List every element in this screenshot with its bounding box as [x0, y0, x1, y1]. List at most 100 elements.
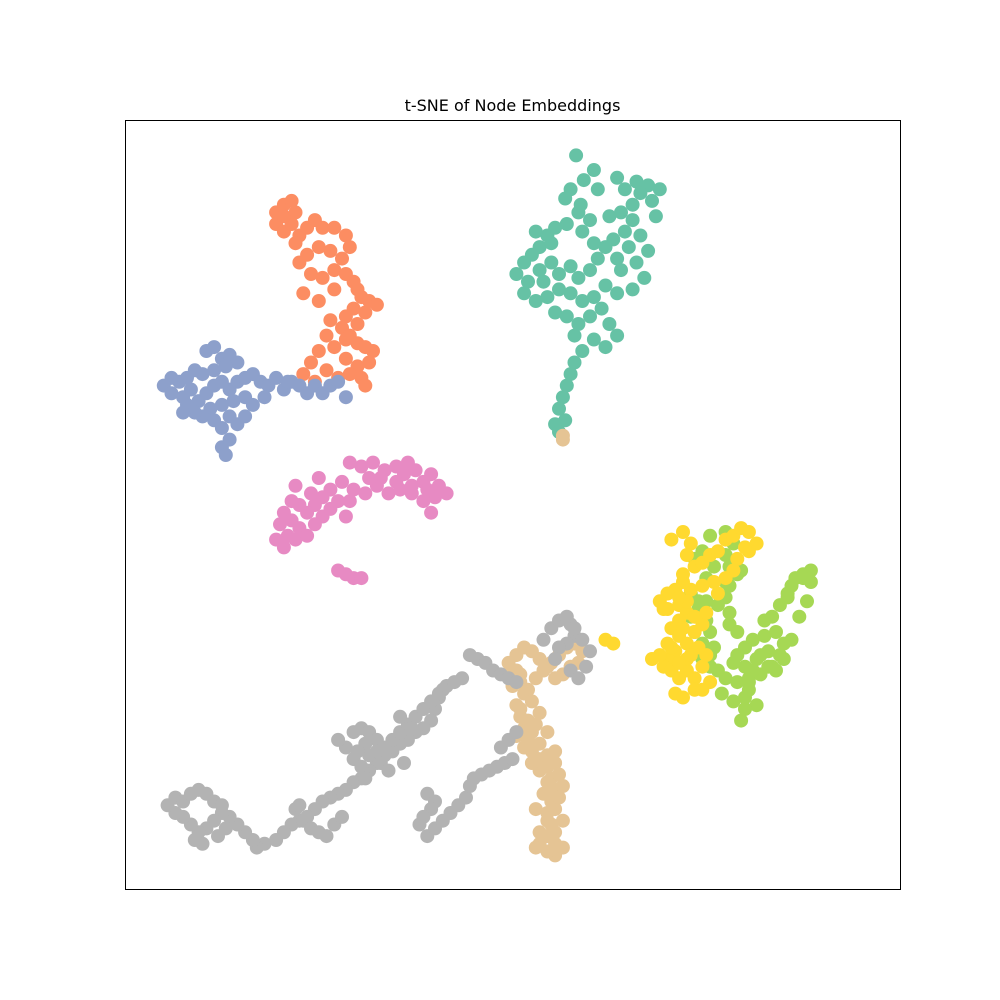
scatter-point: [757, 628, 772, 643]
scatter-point: [555, 432, 570, 447]
scatter-point: [397, 756, 411, 770]
scatter-point: [567, 621, 582, 636]
scatter-point: [575, 224, 590, 239]
scatter-point: [738, 540, 752, 555]
scatter-point: [319, 829, 334, 844]
scatter-point: [621, 240, 636, 255]
scatter-point: [625, 282, 640, 297]
scatter-point: [532, 263, 547, 278]
scatter-point: [602, 209, 617, 224]
scatter-point: [404, 478, 419, 493]
scatter-point: [288, 532, 303, 547]
scatter-point: [342, 240, 357, 255]
scatter-point: [532, 825, 547, 840]
scatter-point: [381, 486, 396, 501]
scatter-point: [738, 702, 752, 716]
scatter-point: [606, 636, 621, 651]
scatter-point: [594, 301, 609, 316]
scatter-point: [207, 363, 222, 378]
series-5: [598, 521, 764, 705]
scatter-point: [509, 675, 524, 690]
scatter-point: [769, 663, 783, 678]
scatter-point: [555, 390, 570, 405]
scatter-point: [629, 255, 644, 270]
scatter-point: [652, 182, 667, 197]
scatter-point: [346, 482, 361, 497]
scatter-point: [552, 401, 566, 416]
scatter-point: [517, 740, 532, 755]
scatter-point: [707, 575, 721, 589]
scatter-point: [536, 632, 551, 647]
scatter-point: [183, 382, 198, 397]
scatter-point: [300, 528, 315, 543]
scatter-point: [617, 224, 632, 239]
scatter-point: [610, 251, 625, 266]
scatter-point: [342, 494, 357, 509]
scatter-point: [559, 217, 574, 231]
scatter-point: [617, 182, 632, 197]
scatter-point: [338, 228, 353, 243]
scatter-point: [548, 825, 563, 840]
scatter-point: [590, 182, 605, 197]
scatter-point: [331, 494, 346, 509]
scatter-point: [569, 148, 584, 163]
scatter-point: [424, 467, 439, 482]
scatter-point: [342, 367, 357, 382]
scatter-point: [319, 328, 334, 343]
scatter-point: [521, 274, 535, 289]
scatter-point: [757, 613, 772, 628]
scatter-point: [524, 756, 539, 770]
scatter-point: [532, 705, 547, 720]
scatter-point: [327, 340, 342, 355]
scatter-point: [555, 813, 570, 828]
scatter-point: [358, 771, 373, 786]
scatter-point: [540, 813, 555, 828]
scatter-point: [315, 220, 330, 235]
scatter-point: [524, 694, 539, 709]
scatter-point: [536, 786, 551, 801]
scatter-point: [459, 790, 473, 805]
scatter-point: [796, 571, 811, 586]
scatter-point: [780, 586, 795, 601]
scatter-point: [540, 725, 555, 740]
scatter-point: [528, 717, 543, 732]
scatter-point: [369, 297, 384, 312]
scatter-point: [583, 644, 597, 659]
scatter-point: [548, 305, 563, 320]
scatter-point: [304, 486, 318, 501]
scatter-point: [726, 694, 741, 709]
scatter-point: [439, 486, 454, 501]
scatter-point: [629, 174, 644, 189]
scatter-point: [214, 798, 229, 813]
scatter-point: [238, 409, 253, 424]
series-2: [156, 340, 353, 462]
scatter-point: [745, 663, 760, 678]
scatter-point: [528, 294, 543, 308]
scatter-point: [350, 317, 365, 331]
scatter-point: [586, 332, 601, 347]
scatter-point: [633, 228, 648, 243]
scatter-point: [579, 659, 594, 674]
scatter-point: [315, 270, 330, 285]
scatter-point: [695, 682, 710, 697]
scatter-point: [571, 671, 586, 686]
scatter-point: [676, 525, 690, 539]
scatter-point: [576, 173, 591, 188]
scatter-point: [614, 263, 628, 278]
scatter-point: [558, 191, 573, 206]
scatter-point: [544, 255, 559, 270]
scatter-point: [338, 351, 353, 366]
scatter-point: [269, 833, 284, 847]
scatter-point: [517, 255, 532, 270]
scatter-point: [509, 725, 524, 740]
scatter-point: [710, 544, 725, 559]
scatter-point: [327, 220, 342, 235]
scatter-point: [586, 290, 601, 305]
series-0: [509, 148, 667, 439]
scatter-point: [710, 598, 725, 613]
scatter-point: [586, 163, 601, 177]
scatter-point: [575, 632, 590, 647]
scatter-point: [366, 455, 380, 470]
scatter-point: [672, 655, 687, 670]
scatter-point: [800, 594, 814, 609]
